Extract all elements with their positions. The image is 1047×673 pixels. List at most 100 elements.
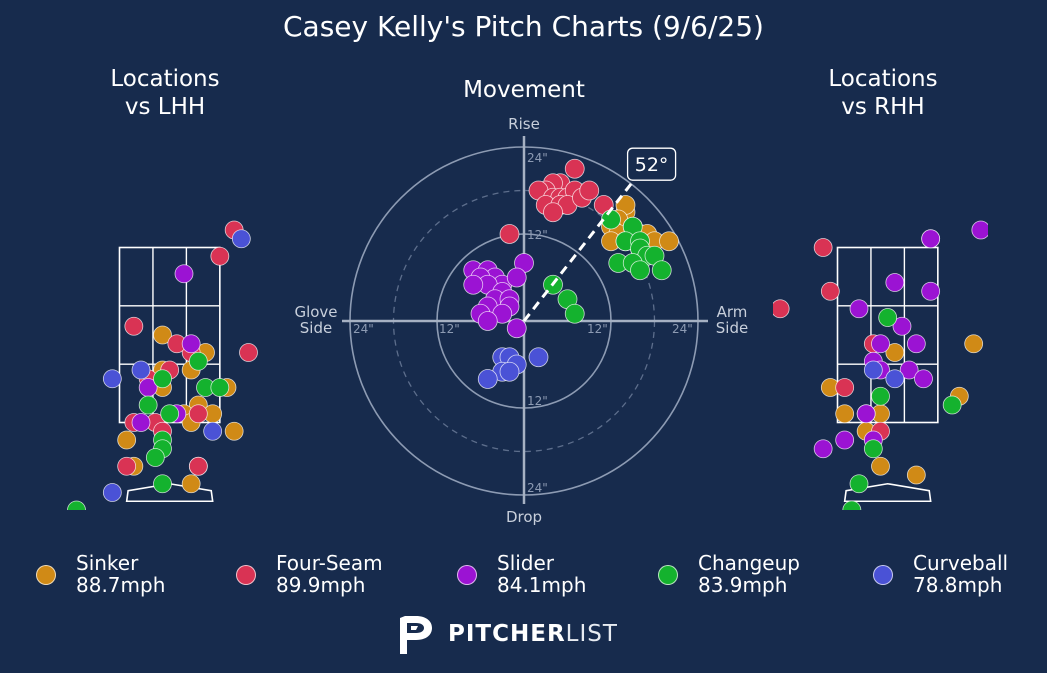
legend-pitch-velocity: 88.7mph [76, 573, 166, 597]
movement-pitch-slider [506, 318, 527, 339]
rhh-pitch-sinker [835, 404, 855, 424]
arm-angle-line [522, 177, 637, 322]
rhh-pitch-slider [899, 360, 919, 380]
lhh-title-line1: Locations [110, 66, 220, 92]
legend-text: Four-Seam 89.9mph [276, 552, 383, 596]
lhh-pitch-four-seam [188, 456, 208, 476]
lhh-pitch-slider [131, 413, 151, 432]
legend-text: Sinker 88.7mph [76, 552, 165, 596]
lhh-pitch-changeup [138, 395, 158, 415]
movement-pitch-curveball [528, 347, 549, 368]
rise-label: Rise [508, 115, 540, 133]
chart-title: Casey Kelly's Pitch Charts (9/6/25) [283, 10, 764, 43]
ring-label: 24" [527, 481, 548, 495]
movement-pitch-four-seam [579, 180, 600, 201]
arm-side-label-2: Side [716, 319, 748, 337]
ring-label: 24" [672, 322, 693, 336]
movement-pitch-four-seam [499, 224, 520, 244]
arm-angle-box [626, 147, 677, 181]
legend-pitch-name: Curveball [913, 551, 1009, 575]
lhh-pitch-slider [181, 334, 201, 354]
rhh-locations-title: Locations vs RHH [773, 65, 993, 121]
glove-side-label-2: Side [300, 319, 332, 337]
movement-points [463, 158, 679, 389]
rhh-pitch-sinker [906, 465, 926, 485]
lhh-pitch-changeup [145, 448, 165, 467]
legend-pitch-velocity: 83.9mph [698, 573, 788, 597]
lhh-locations-title: Locations vs LHH [55, 65, 275, 121]
ring-label: 24" [353, 322, 374, 336]
rhh-pitch-slider [849, 299, 869, 319]
legend-swatch [873, 565, 893, 585]
movement-pitch-four-seam [543, 202, 563, 223]
legend-text: Slider 84.1mph [497, 552, 586, 596]
legend-text: Curveball 78.8mph [913, 552, 1008, 596]
rhh-pitch-four-seam [820, 281, 840, 301]
legend-pitch-name: Four-Seam [276, 551, 383, 575]
pitcherlist-p-icon [400, 616, 432, 654]
lhh-pitch-four-seam [188, 404, 208, 424]
lhh-pitch-sinker [153, 325, 172, 345]
arm-angle-label: 52° [635, 154, 669, 176]
rhh-pitch-curveball [885, 369, 905, 389]
rhh-home-plate [843, 482, 932, 503]
movement-pitch-curveball [499, 361, 520, 382]
rhh-pitch-sinker [885, 343, 905, 362]
movement-pitch-changeup [601, 209, 621, 230]
legend-item-changeup: Changeup 83.9mph [658, 552, 800, 596]
arm-side-label-1: Arm [717, 303, 748, 321]
rhh-pitch-slider [856, 404, 876, 424]
legend-pitch-name: Slider [497, 551, 555, 575]
rhh-pitch-slider [971, 220, 988, 240]
rhh-pitch-changeup [871, 386, 890, 406]
pitcherlist-logo: PITCHERLIST [396, 612, 618, 656]
legend-text: Changeup 83.9mph [698, 552, 800, 596]
lhh-pitch-four-seam [124, 316, 144, 336]
lhh-pitch-sinker [117, 430, 137, 450]
legend-pitch-name: Changeup [698, 551, 800, 575]
movement-ring-labels: 12" 24" 12" 24" 12" 24" 12" 24" [353, 151, 693, 495]
legend-pitch-velocity: 78.8mph [913, 573, 1003, 597]
movement-pitch-changeup [630, 260, 650, 281]
rhh-pitch-slider [892, 316, 912, 336]
lhh-pitch-changeup [188, 351, 208, 371]
ring-label: 12" [439, 322, 460, 336]
legend-swatch [236, 565, 256, 585]
legend-item-sinker: Sinker 88.7mph [36, 552, 165, 596]
movement-pitch-four-seam [564, 158, 585, 179]
rhh-location-plot [773, 220, 988, 510]
rhh-pitch-changeup [842, 500, 862, 510]
rhh-pitch-slider [885, 273, 905, 292]
lhh-pitch-changeup [153, 369, 172, 389]
lhh-pitch-curveball [131, 360, 151, 380]
rhh-pitch-slider [921, 281, 941, 301]
movement-pitch-slider [477, 311, 498, 331]
rhh-pitch-slider [921, 229, 941, 249]
lhh-title-line2: vs LHH [124, 94, 206, 120]
legend-item-curveball: Curveball 78.8mph [873, 552, 1008, 596]
rhh-pitch-slider [813, 439, 833, 459]
lhh-pitch-four-seam [210, 246, 230, 266]
rhh-pitch-sinker [871, 456, 890, 476]
rhh-pitch-four-seam [773, 299, 790, 319]
rhh-pitch-changeup [878, 308, 898, 327]
legend-pitch-name: Sinker [76, 551, 139, 575]
movement-plot: Rise Drop Glove Side Arm Side 12" 24" 12" 2… [294, 115, 748, 526]
rhh-pitch-slider [871, 334, 890, 354]
ring-label: 12" [527, 394, 548, 408]
glove-side-label-1: Glove [294, 303, 337, 321]
lhh-pitch-sinker [224, 421, 244, 441]
lhh-pitch-curveball [102, 483, 122, 502]
legend-pitch-velocity: 89.9mph [276, 573, 366, 597]
rhh-pitch-slider [914, 369, 933, 389]
legend-pitch-velocity: 84.1mph [497, 573, 587, 597]
logo-text-light: LIST [565, 621, 618, 647]
legend-swatch [457, 565, 477, 585]
ring-label: 12" [587, 322, 608, 336]
lhh-pitch-sinker [181, 474, 201, 494]
lhh-pitch-curveball [203, 421, 223, 441]
movement-pitch-sinker [659, 231, 679, 252]
lhh-pitch-changeup [160, 404, 180, 424]
rhh-pitch-curveball [863, 360, 883, 380]
lhh-pitch-changeup [210, 378, 230, 397]
